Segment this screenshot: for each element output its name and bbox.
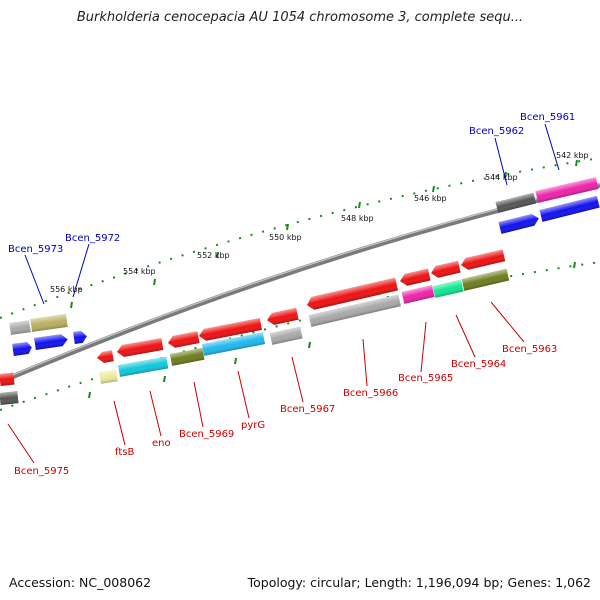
tick-label: 550 kbp (269, 233, 302, 242)
tick-label: 546 kbp (414, 194, 447, 203)
tick-label: 544 kbp (485, 173, 518, 182)
gene-label[interactable]: ftsB (115, 447, 134, 458)
tick-label: 556 kbp (50, 285, 83, 294)
tick-label: 542 kbp (556, 151, 589, 160)
gene-label[interactable]: Bcen_5962 (469, 126, 524, 137)
tick-label: 548 kbp (341, 214, 374, 223)
gene-label[interactable]: pyrG (241, 420, 265, 431)
gene-label[interactable]: Bcen_5972 (65, 233, 120, 244)
topology-stats-text: Topology: circular; Length: 1,196,094 bp… (247, 575, 591, 590)
accession-text: Accession: NC_008062 (9, 575, 152, 590)
gene-label[interactable]: Bcen_5964 (451, 359, 506, 370)
tick-label: 554 kbp (123, 267, 156, 276)
reverse-strand-genes (0, 249, 510, 405)
gene-label[interactable]: Bcen_5966 (343, 388, 398, 399)
gene-label[interactable]: eno (152, 438, 171, 449)
map-title: Burkholderia cenocepacia AU 1054 chromos… (76, 10, 524, 25)
gene-label[interactable]: Bcen_5969 (179, 429, 234, 440)
gene-label[interactable]: Bcen_5967 (280, 404, 335, 415)
tick-label: 552 kbp (197, 251, 230, 260)
gene-label[interactable]: Bcen_5973 (8, 244, 63, 255)
gene-label[interactable]: Bcen_5975 (14, 466, 69, 477)
lower-leader-lines (7, 301, 525, 464)
gene-label[interactable]: Bcen_5965 (398, 373, 453, 384)
gene-label[interactable]: Bcen_5961 (520, 112, 575, 123)
lower-tick-ring (0, 261, 600, 411)
gene-label[interactable]: Bcen_5963 (502, 344, 557, 355)
forward-strand-genes (9, 177, 600, 356)
upper-leader-lines (24, 123, 560, 305)
